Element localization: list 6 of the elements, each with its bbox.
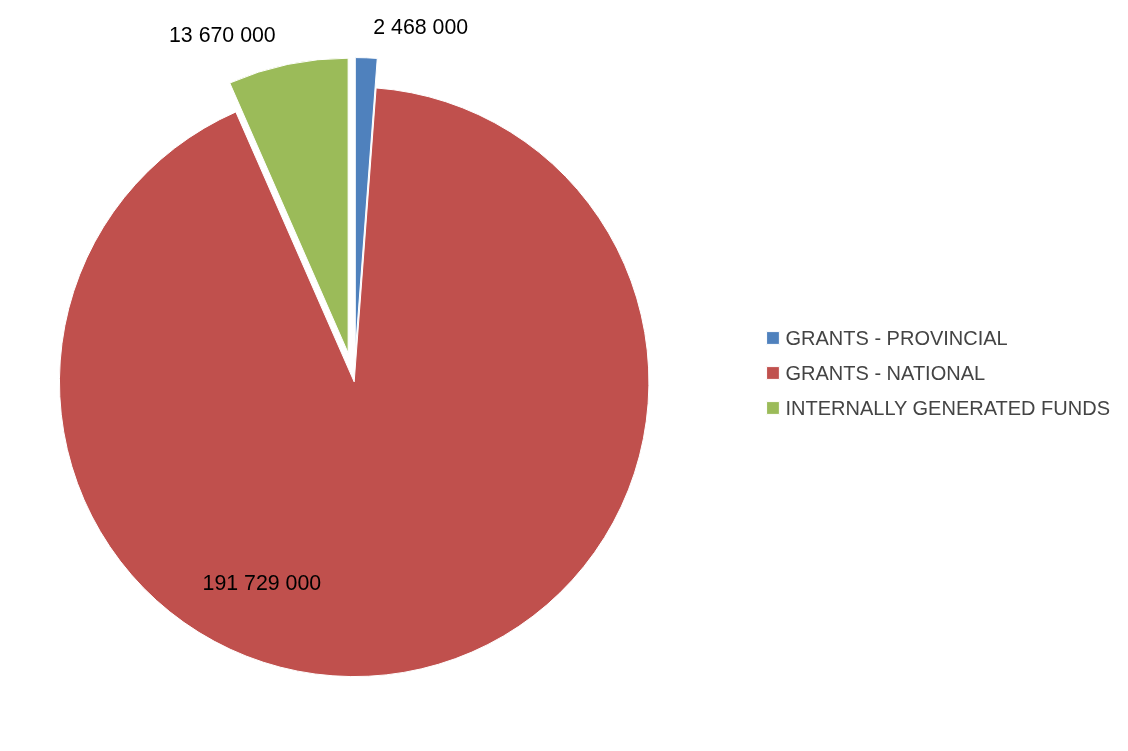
data-label: 13 670 000 [168,22,276,47]
legend-label: GRANTS - PROVINCIAL [785,326,1008,349]
data-label: 2 468 000 [373,15,469,40]
legend-label: GRANTS - NATIONAL [785,361,986,384]
data-label: 191 729 000 [202,571,322,596]
legend-label: INTERNALLY GENERATED FUNDS [785,396,1110,419]
